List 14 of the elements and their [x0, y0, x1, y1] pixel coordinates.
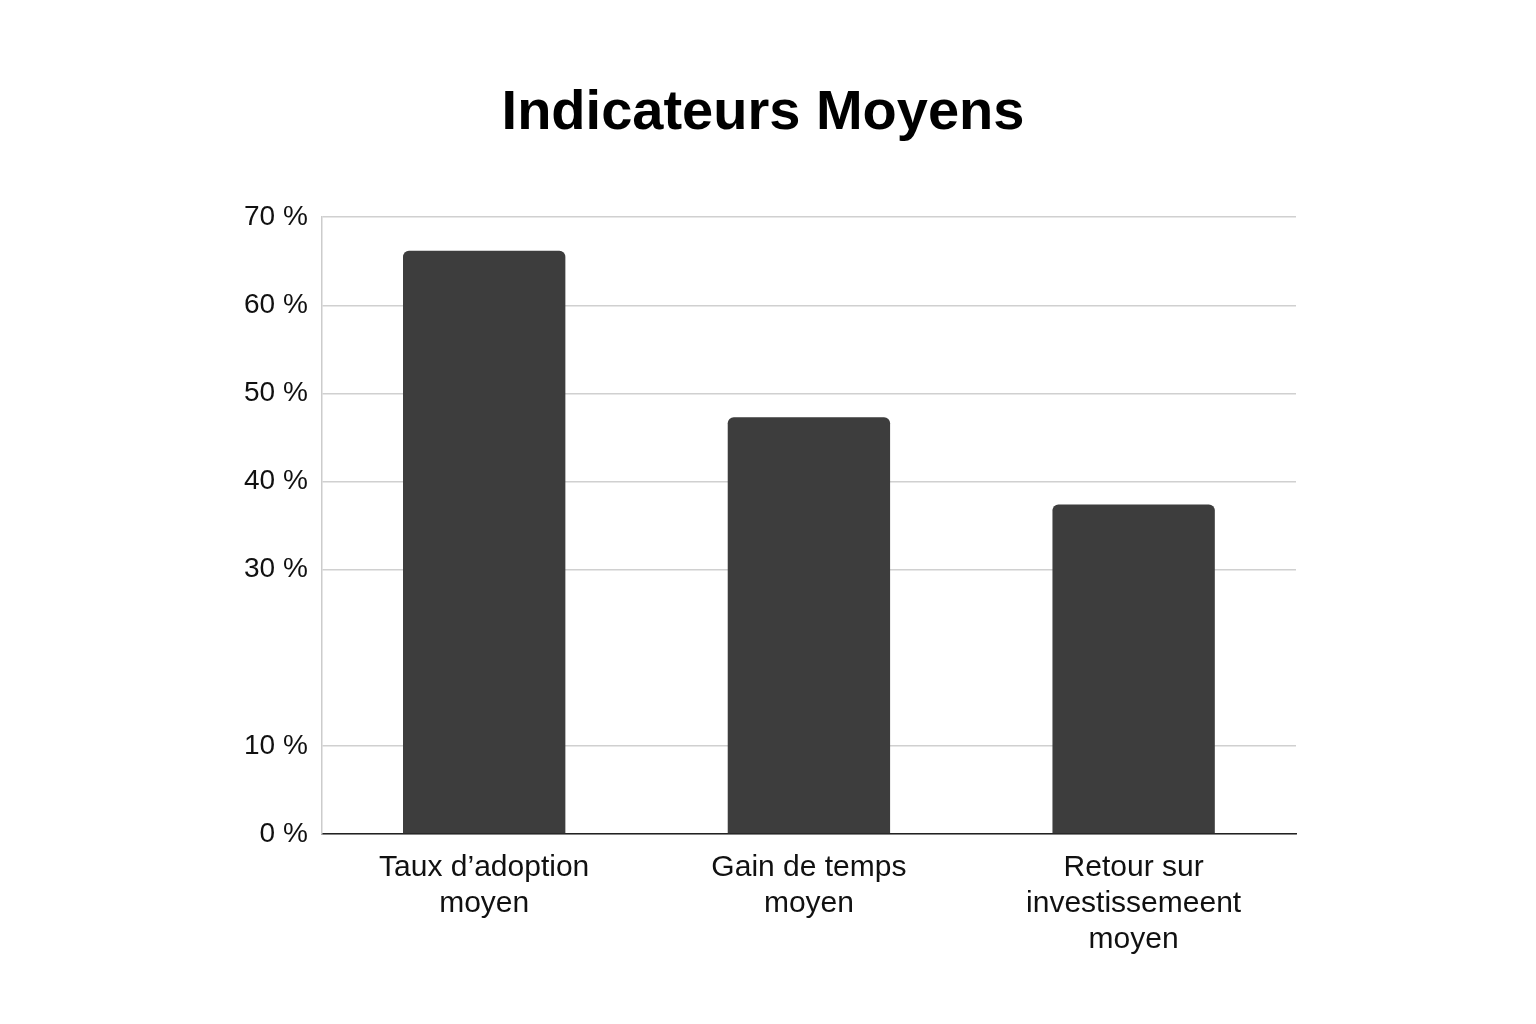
bar	[403, 250, 566, 834]
bar	[1052, 504, 1215, 834]
y-tick-label: 50 %	[243, 376, 308, 408]
y-tick-label: 10 %	[243, 728, 308, 760]
y-tick-label: 60 %	[243, 288, 308, 320]
y-tick-label: 30 %	[243, 552, 308, 584]
y-tick-label: 40 %	[243, 464, 308, 496]
x-tick-label: Gain de temps moyen	[711, 849, 907, 919]
y-tick-label: 70 %	[243, 199, 308, 231]
bar	[727, 417, 891, 834]
x-tick-label: Taux d’adoption moyen	[379, 849, 590, 919]
chart-title: Indicateurs Moyens	[501, 78, 1025, 142]
y-tick-label: 0 %	[259, 816, 308, 848]
x-tick-label: Retour sur investissemeent moyen	[1026, 849, 1242, 955]
